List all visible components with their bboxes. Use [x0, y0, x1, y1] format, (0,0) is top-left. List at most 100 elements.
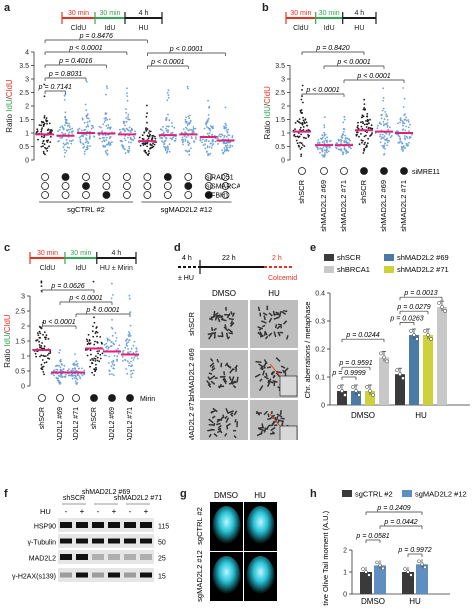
data-point	[129, 350, 132, 353]
data-point	[93, 321, 96, 324]
data-point	[348, 142, 350, 145]
data-point	[323, 135, 326, 137]
data-point	[89, 349, 92, 352]
treatment-open-circle	[41, 182, 49, 190]
data-point	[384, 111, 387, 113]
data-point	[192, 129, 194, 132]
y-tick-label: 2	[281, 104, 285, 111]
data-point	[128, 362, 131, 364]
data-point	[61, 125, 64, 127]
data-point	[101, 342, 103, 345]
data-point	[209, 125, 212, 127]
legend-swatch	[324, 266, 334, 273]
legend-label: sgMAD2L2 #12	[415, 490, 467, 499]
data-point	[40, 367, 43, 370]
treatment-filled-circle	[400, 167, 408, 175]
data-point	[185, 136, 188, 139]
data-point	[188, 153, 191, 156]
chromosome	[236, 376, 239, 383]
data-point	[46, 120, 49, 122]
data-point	[132, 135, 135, 138]
chromosome	[275, 372, 281, 378]
data-point	[46, 141, 49, 143]
treatment-filled-circle	[380, 167, 388, 175]
data-point	[96, 350, 99, 353]
data-point	[127, 118, 129, 121]
data-point	[147, 150, 150, 153]
treatment-open-circle	[41, 173, 49, 181]
data-point	[399, 137, 402, 140]
data-point	[126, 95, 129, 97]
data-point	[164, 146, 167, 149]
chromosome	[210, 380, 216, 385]
data-point	[168, 125, 170, 128]
chromosome	[278, 311, 282, 317]
data-point	[206, 146, 209, 149]
data-point	[42, 333, 44, 336]
data-point	[111, 373, 113, 375]
data-point	[361, 114, 364, 117]
data-point	[108, 370, 111, 373]
data-point	[67, 142, 69, 145]
column-label: HU	[254, 491, 266, 500]
chromosome	[260, 366, 264, 370]
data-point	[407, 144, 409, 147]
data-point	[403, 145, 405, 147]
data-point	[383, 124, 385, 127]
hu-sign: +	[80, 507, 85, 516]
data-point	[106, 340, 109, 342]
treatment-open-circle	[143, 191, 152, 199]
data-point	[323, 116, 326, 118]
chromosome	[262, 324, 266, 328]
data-point	[108, 339, 111, 342]
data-point	[184, 138, 187, 141]
data-point	[407, 126, 410, 129]
y-tick-label: 0.4	[315, 291, 325, 298]
data-point	[188, 117, 191, 120]
data-point	[205, 151, 208, 153]
chromosome	[269, 424, 274, 427]
chromosome	[226, 336, 231, 340]
data-point	[417, 559, 421, 564]
data-point	[44, 146, 46, 149]
p-value: p = 0.8420	[315, 45, 349, 52]
panel-letter: g	[180, 488, 187, 500]
chromosome	[214, 377, 218, 380]
data-point	[64, 116, 66, 119]
data-point	[361, 567, 365, 571]
data-point	[306, 124, 309, 127]
data-point	[302, 101, 304, 104]
y-axis-label: Chr. aberrations / metaphase	[303, 302, 312, 399]
data-point	[119, 131, 122, 133]
p-value: p = 0.0626	[50, 283, 84, 290]
chromosome	[212, 407, 218, 413]
data-point	[379, 351, 383, 356]
data-point	[38, 340, 40, 343]
legend-label: shBRCA1	[337, 265, 370, 274]
data-point	[62, 128, 65, 131]
data-point	[443, 309, 447, 313]
chromosome	[221, 331, 224, 338]
chromosome	[273, 331, 277, 338]
data-point	[153, 135, 156, 138]
data-point	[220, 133, 223, 136]
data-point	[401, 142, 403, 145]
data-point	[357, 393, 361, 397]
data-point	[400, 148, 403, 151]
data-point	[399, 119, 402, 122]
data-point	[70, 369, 73, 372]
timeline-label: 22 h	[222, 255, 236, 262]
data-point	[59, 366, 62, 369]
data-point	[165, 116, 168, 119]
p-value: p = 0.9591	[338, 360, 372, 367]
data-point	[185, 126, 187, 129]
chromosome	[279, 331, 284, 334]
data-point	[385, 123, 388, 125]
treatment-filled-circle	[360, 167, 368, 175]
data-point	[68, 122, 71, 125]
data-point	[405, 125, 408, 128]
data-point	[43, 116, 46, 119]
data-point	[86, 140, 88, 143]
data-point	[382, 107, 385, 110]
timeline-lab1: CldU	[71, 25, 87, 32]
